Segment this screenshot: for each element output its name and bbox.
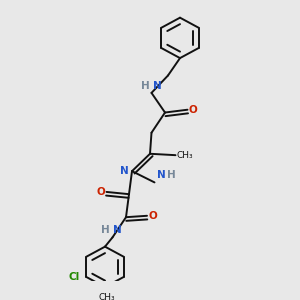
Text: Cl: Cl [68,272,80,282]
Text: CH₃: CH₃ [177,151,194,160]
Text: H: H [167,170,176,180]
Text: H: H [140,81,149,91]
Text: N: N [112,225,122,235]
Text: H: H [100,225,109,235]
Text: O: O [188,105,197,115]
Text: N: N [152,81,161,91]
Text: N: N [158,170,166,180]
Text: O: O [97,187,106,197]
Text: N: N [120,166,128,176]
Text: O: O [148,211,157,221]
Text: CH₃: CH₃ [98,293,115,300]
